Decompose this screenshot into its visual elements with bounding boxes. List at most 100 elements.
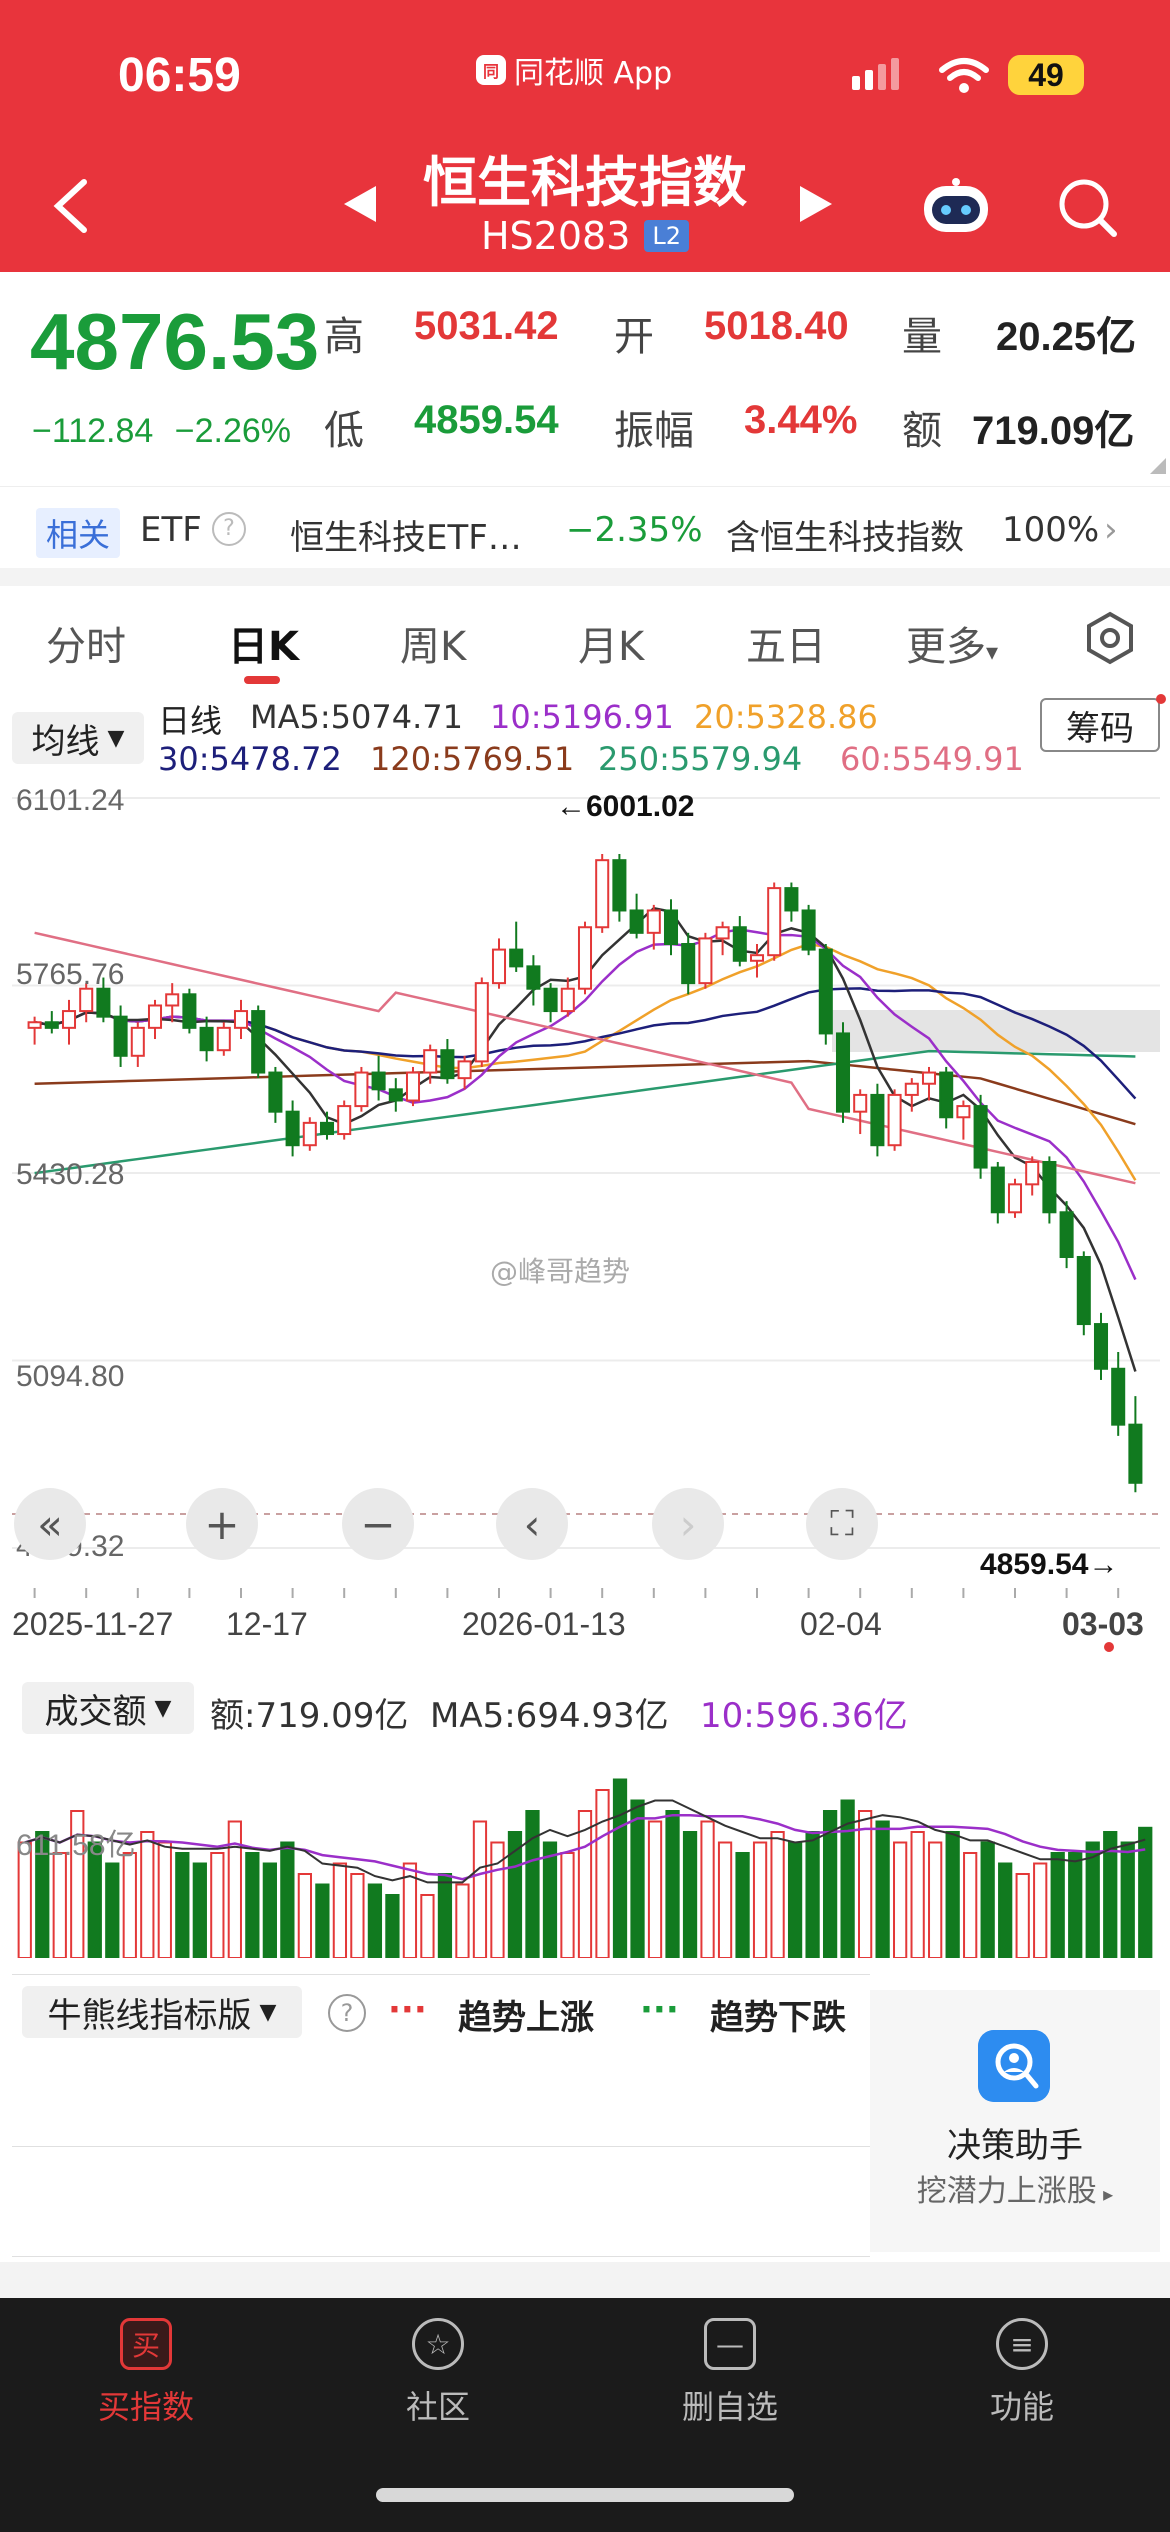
candle-up [27, 1021, 42, 1029]
volume-bar-up [595, 1789, 610, 1958]
volume-bar-up [893, 1841, 908, 1958]
nav-community[interactable]: ☆ 社区 [338, 2318, 538, 2428]
candle-down [1128, 1423, 1143, 1484]
related-fund-name[interactable]: 恒生科技ETF… [290, 518, 522, 558]
chip-distribution-button[interactable]: 筹码 [1040, 698, 1160, 752]
candle-up [474, 982, 489, 1063]
volume-bar-down [437, 1873, 453, 1958]
change-percent: −2.26% [174, 412, 292, 450]
etf-label[interactable]: ETF [140, 510, 202, 550]
volume-bar-down [822, 1810, 838, 1958]
volume-dropdown[interactable]: 成交额 ▼ [22, 1682, 194, 1734]
etf-help-icon[interactable]: ? [212, 512, 246, 546]
robot-assistant-icon[interactable] [918, 176, 994, 236]
decision-assistant-subtitle[interactable]: 挖潜力上涨股 ▸ [870, 2166, 1160, 2210]
index-code: HS2083 [480, 214, 631, 258]
expand-corner-icon[interactable] [1150, 458, 1166, 474]
volume-bar-up [717, 1841, 733, 1958]
candle-down [371, 1071, 386, 1091]
candle-down [732, 926, 747, 962]
candle-up [767, 887, 782, 957]
candle-up [491, 948, 507, 985]
volume-chart[interactable] [12, 1740, 1160, 1958]
current-date-dot [1104, 1642, 1114, 1652]
legend-down-dots: ∙∙∙ [640, 1990, 679, 2030]
volume-axis-label: 611.58亿 [16, 1829, 136, 1862]
candle-down [251, 1010, 266, 1074]
tab-five-day[interactable]: 五日 [746, 624, 826, 670]
page-title: 恒生科技指数 [423, 151, 747, 214]
volume-ma10-line [24, 1813, 1146, 1881]
nav-buy-index[interactable]: 买买指数 [46, 2318, 246, 2428]
low-label: 低 [324, 408, 364, 454]
volume-bar-down [367, 1883, 383, 1958]
volume-bar-down [665, 1810, 680, 1958]
level-badge[interactable]: L2 [644, 220, 690, 252]
price-change: −112.84 −2.26% [32, 412, 291, 451]
volume-bar-down [245, 1852, 260, 1958]
ma-dropdown[interactable]: 均线 ▼ [12, 712, 144, 764]
volume-bar-down [315, 1883, 330, 1958]
tab-more[interactable]: 更多▾ [906, 614, 998, 672]
candle-down [388, 1088, 403, 1102]
chevron-right-icon[interactable]: › [1104, 510, 1118, 550]
volume-bar-up [577, 1810, 593, 1958]
decision-assistant-icon[interactable] [978, 2030, 1050, 2102]
candle-up [749, 954, 765, 962]
contains-label[interactable]: 含恒生科技指数 [726, 518, 964, 558]
fullscreen-icon[interactable]: ⛶ [806, 1488, 878, 1560]
zoom-in-icon[interactable]: + [186, 1488, 258, 1560]
candle-up [577, 926, 593, 990]
related-bar[interactable] [0, 486, 1170, 567]
volume-bar-down [1068, 1852, 1083, 1958]
low-value: 4859.54 [414, 398, 559, 442]
price-zone-band [832, 1010, 1160, 1052]
nav-remove-watchlist[interactable]: — 删自选 [630, 2318, 830, 2428]
candles-group [27, 854, 1143, 1493]
volume-bar-down [630, 1799, 645, 1958]
ma-line-label: 日线 [158, 702, 223, 740]
zoom-out-icon[interactable]: − [342, 1488, 414, 1560]
x-tick-1: 2025-11-27 [12, 1606, 174, 1642]
tab-monthly-k[interactable]: 月K [578, 624, 645, 670]
ma250-value: 250:5579.94 [598, 740, 803, 778]
search-icon[interactable] [1054, 174, 1120, 240]
tab-intraday[interactable]: 分时 [46, 624, 126, 670]
zoom-out-far-icon[interactable]: « [14, 1488, 86, 1560]
volume-bar-up [455, 1883, 470, 1958]
volume-bar-up [122, 1852, 137, 1958]
volume-bar-down [262, 1862, 277, 1958]
candle-up [233, 1010, 249, 1029]
volume-bar-down [192, 1862, 207, 1958]
volume-bar-down [945, 1831, 960, 1958]
ma-dropdown-label: 均线 [31, 721, 100, 762]
indicator-dropdown[interactable]: 牛熊线指标版 ▼ [22, 1986, 302, 2038]
ma30-value: 30:5478.72 [158, 740, 342, 778]
tab-weekly-k[interactable]: 周K [400, 624, 467, 670]
current-price: 4876.53 [30, 297, 320, 386]
status-app-name: 同同花顺 App [476, 48, 672, 92]
header-bar: 06:59 同同花顺 App 49 恒生科技指数 HS2083 L2 [0, 0, 1170, 272]
candle-down [784, 887, 799, 912]
volume-bar-up [210, 1852, 225, 1958]
battery-indicator: 49 [1008, 55, 1084, 95]
candlestick-chart[interactable] [12, 778, 1160, 1588]
candle-up [61, 1010, 77, 1029]
scroll-left-icon[interactable]: ‹ [496, 1488, 568, 1560]
home-indicator[interactable] [376, 2488, 794, 2502]
scroll-right-icon[interactable]: › [652, 1488, 724, 1560]
settings-icon[interactable] [1082, 610, 1138, 666]
tab-daily-k[interactable]: 日K [228, 624, 299, 670]
legend-up-label: 趋势上涨 [458, 1998, 594, 2038]
help-icon[interactable]: ? [328, 1994, 366, 2032]
prev-index-icon[interactable] [342, 184, 378, 224]
y-tick-1: 6101.24 [16, 784, 125, 817]
nav-functions[interactable]: ≡ 功能 [922, 2318, 1122, 2428]
wifi-icon [939, 58, 989, 93]
next-index-icon[interactable] [798, 184, 834, 224]
volume-bar-up [770, 1831, 785, 1958]
back-icon[interactable] [48, 176, 96, 236]
legend-up-dots: ∙∙∙ [388, 1990, 427, 2030]
legend-down-label: 趋势下跌 [710, 1998, 846, 2038]
candle-down [268, 1071, 283, 1113]
